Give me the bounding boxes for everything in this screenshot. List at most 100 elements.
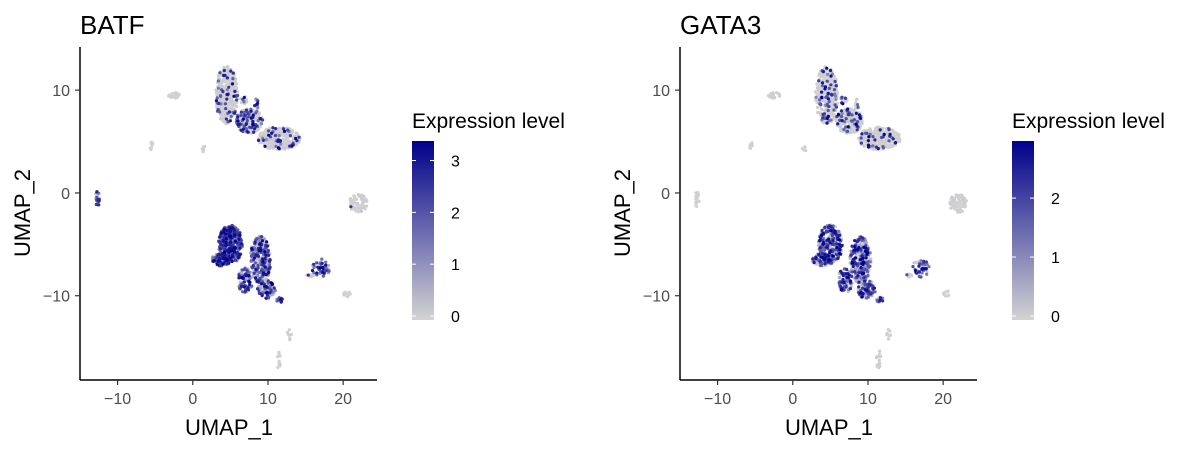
data-point — [820, 90, 824, 94]
data-point — [257, 111, 261, 115]
data-point — [229, 234, 233, 238]
data-point — [859, 290, 863, 294]
data-point — [263, 144, 267, 148]
data-point — [861, 262, 865, 267]
data-point — [952, 205, 956, 210]
data-point — [861, 236, 865, 240]
data-point — [364, 204, 369, 208]
data-point — [843, 96, 848, 100]
data-point — [249, 116, 253, 120]
colorbar-tick-label: 2 — [1051, 191, 1060, 208]
data-point — [864, 143, 868, 147]
data-point — [279, 128, 283, 132]
data-point — [860, 121, 864, 125]
data-point — [236, 123, 240, 127]
data-point — [835, 245, 839, 249]
data-point — [812, 261, 816, 265]
data-point — [850, 270, 854, 274]
data-point — [229, 114, 233, 118]
data-point — [239, 284, 244, 288]
data-point — [268, 266, 272, 270]
data-point — [864, 240, 868, 244]
data-point — [822, 257, 827, 261]
data-point — [927, 265, 931, 269]
data-point — [230, 244, 234, 248]
data-point — [852, 130, 856, 134]
x-tick-label: 0 — [788, 391, 797, 408]
data-point — [244, 127, 248, 131]
data-point — [695, 204, 699, 208]
data-point — [821, 112, 825, 116]
data-point — [881, 139, 885, 144]
data-point — [281, 137, 285, 141]
data-point — [277, 359, 281, 363]
data-point — [888, 132, 892, 136]
data-point — [886, 333, 890, 337]
data-point — [815, 82, 819, 86]
data-point — [235, 93, 240, 98]
data-point — [236, 115, 240, 119]
data-point — [259, 235, 264, 239]
data-point — [239, 101, 243, 105]
data-point — [239, 113, 243, 118]
data-point — [169, 95, 173, 99]
data-point — [295, 132, 300, 136]
data-point — [832, 112, 836, 117]
data-point — [920, 271, 924, 275]
data-point — [868, 127, 872, 131]
data-point — [256, 287, 260, 291]
data-point — [850, 119, 854, 123]
data-point — [236, 246, 240, 250]
data-point — [279, 297, 283, 301]
data-point — [250, 284, 254, 288]
data-point — [227, 225, 231, 229]
data-point — [222, 99, 226, 103]
data-point — [229, 107, 233, 112]
y-tick-label: 0 — [661, 186, 670, 203]
data-point — [886, 337, 891, 341]
data-point — [850, 113, 854, 117]
data-point — [841, 277, 845, 281]
data-point — [251, 263, 255, 267]
data-point — [833, 79, 837, 84]
data-point — [221, 85, 225, 89]
data-point — [825, 102, 829, 106]
color-legend: 0 1 2 — [1012, 141, 1060, 326]
y-tick-label: 10 — [52, 83, 70, 100]
data-point — [254, 124, 258, 128]
data-point — [829, 228, 833, 233]
data-point — [818, 98, 822, 102]
data-point — [842, 280, 846, 285]
x-axis-title: UMAP_1 — [185, 415, 273, 440]
data-point — [250, 125, 254, 130]
data-point — [881, 299, 885, 303]
data-point — [246, 112, 250, 116]
data-point — [222, 230, 226, 234]
data-point — [267, 271, 271, 275]
data-point — [261, 263, 265, 267]
data-point — [827, 86, 831, 90]
data-point — [844, 111, 848, 115]
data-point — [878, 128, 882, 132]
data-point — [222, 68, 226, 73]
data-point — [819, 263, 823, 267]
data-point — [225, 92, 229, 97]
data-point — [878, 361, 882, 365]
data-point — [273, 133, 278, 138]
data-point — [877, 358, 881, 362]
data-point — [265, 240, 269, 244]
data-point — [889, 145, 893, 149]
data-point — [227, 103, 231, 107]
data-point — [831, 239, 835, 243]
data-point — [249, 109, 253, 113]
data-point — [310, 268, 315, 273]
data-point — [217, 259, 221, 263]
data-point — [266, 281, 270, 285]
data-point — [852, 118, 856, 122]
data-point — [343, 290, 347, 294]
data-point — [260, 293, 264, 297]
data-point — [845, 267, 849, 272]
data-point — [846, 129, 850, 134]
data-point — [825, 66, 829, 70]
